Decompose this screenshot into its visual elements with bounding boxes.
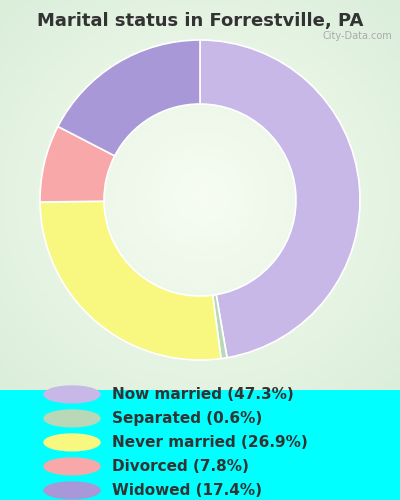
Circle shape — [44, 458, 100, 475]
Wedge shape — [213, 294, 227, 358]
Text: Divorced (7.8%): Divorced (7.8%) — [112, 459, 249, 474]
Text: Marital status in Forrestville, PA: Marital status in Forrestville, PA — [37, 12, 363, 30]
Text: Separated (0.6%): Separated (0.6%) — [112, 411, 262, 426]
Text: City-Data.com: City-Data.com — [322, 31, 392, 41]
Circle shape — [44, 386, 100, 403]
Text: Never married (26.9%): Never married (26.9%) — [112, 435, 308, 450]
Wedge shape — [200, 40, 360, 358]
Wedge shape — [58, 40, 200, 156]
Wedge shape — [40, 201, 221, 360]
Text: Now married (47.3%): Now married (47.3%) — [112, 387, 294, 402]
Circle shape — [44, 434, 100, 451]
Circle shape — [44, 482, 100, 499]
Text: Widowed (17.4%): Widowed (17.4%) — [112, 483, 262, 498]
Wedge shape — [40, 126, 115, 202]
Circle shape — [44, 410, 100, 427]
